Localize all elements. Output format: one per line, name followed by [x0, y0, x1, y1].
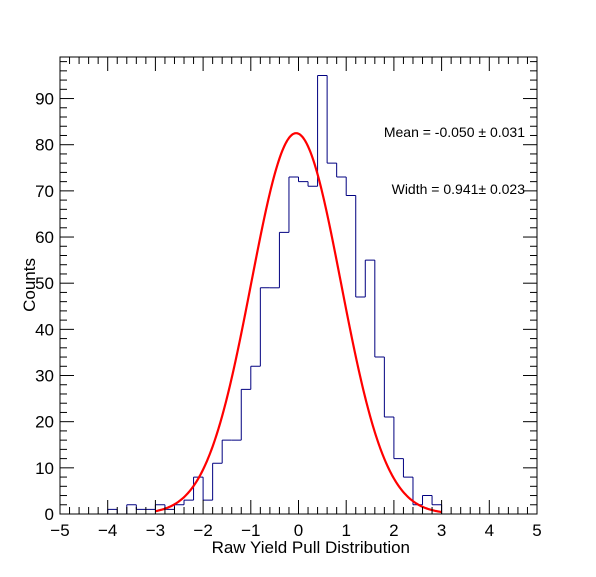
- histogram-bin: [345, 177, 356, 196]
- histogram-bin: [422, 495, 433, 505]
- histogram-bin: [212, 462, 223, 501]
- y-tick-label: 60: [35, 228, 54, 247]
- y-tick-label: 40: [35, 320, 54, 339]
- histogram-bin: [326, 75, 337, 164]
- x-tick-label: 2: [389, 521, 398, 540]
- y-tick-label: 90: [35, 90, 54, 109]
- x-tick-label: −5: [50, 521, 69, 540]
- x-tick-label: −1: [241, 521, 260, 540]
- histogram-bin: [307, 181, 318, 187]
- y-axis-title: Counts: [20, 258, 39, 312]
- histogram-bin: [183, 499, 194, 505]
- histogram-bin: [364, 259, 375, 298]
- x-tick-label: 4: [485, 521, 494, 540]
- y-tick-label: 70: [35, 182, 54, 201]
- y-tick-label: 20: [35, 413, 54, 432]
- x-tick-label: 1: [341, 521, 350, 540]
- y-tick-label: 50: [35, 274, 54, 293]
- histogram-bin: [383, 357, 394, 418]
- width-annotation: Width = 0.941± 0.023: [392, 181, 526, 197]
- y-tick-label: 0: [45, 505, 54, 524]
- histogram-bin: [431, 495, 442, 506]
- histogram-bin: [288, 176, 299, 233]
- histogram-bin: [240, 388, 251, 441]
- histogram-bin: [317, 74, 328, 187]
- histogram-bin: [393, 417, 404, 460]
- x-axis-title: Raw Yield Pull Distribution: [212, 538, 410, 557]
- mean-annotation: Mean = -0.050 ± 0.031: [384, 124, 525, 140]
- histogram-bin: [250, 365, 261, 390]
- x-tick-label: −2: [193, 521, 212, 540]
- histogram-bin: [336, 163, 347, 178]
- gaussian-fit-curve: [155, 132, 442, 514]
- histogram-bin: [259, 287, 270, 367]
- histogram-bin: [355, 195, 366, 298]
- x-tick-label: 5: [532, 521, 541, 540]
- x-tick-label: −4: [98, 521, 117, 540]
- y-tick-label: 10: [35, 459, 54, 478]
- axis-layer: [59, 56, 538, 515]
- histogram-bin: [202, 477, 213, 501]
- x-tick-label: 3: [437, 521, 446, 540]
- label-layer: Raw Yield Pull Distribution Counts Mean …: [20, 90, 542, 557]
- fit-layer: [155, 132, 442, 514]
- histogram-bin: [374, 260, 385, 358]
- histogram-bin: [402, 458, 413, 478]
- histogram-bin: [221, 439, 232, 464]
- histogram-bin: [298, 177, 309, 183]
- y-tick-label: 80: [35, 136, 54, 155]
- x-tick-label: 0: [294, 521, 303, 540]
- y-tick-label: 30: [35, 367, 54, 386]
- histogram-bin: [278, 231, 289, 288]
- x-tick-label: −3: [146, 521, 165, 540]
